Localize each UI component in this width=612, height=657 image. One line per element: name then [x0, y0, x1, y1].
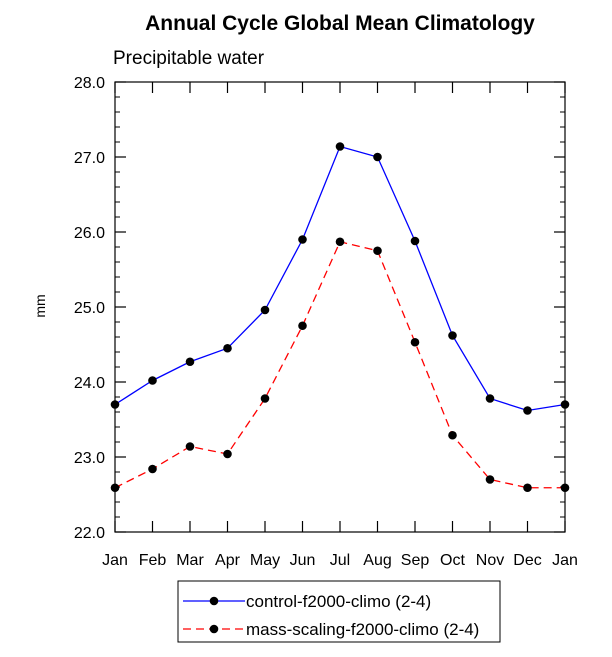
series-line — [114, 240, 565, 489]
data-point — [523, 483, 532, 493]
series-1 — [110, 142, 570, 415]
y-tick-label: 28.0 — [74, 75, 105, 92]
x-tick-label: Feb — [139, 552, 167, 569]
chart-title: Annual Cycle Global Mean Climatology — [145, 12, 535, 35]
y-tick-label: 23.0 — [74, 450, 105, 467]
legend-label: mass-scaling-f2000-climo (2-4) — [246, 620, 479, 639]
x-tick-label: Jan — [102, 552, 128, 569]
y-tick-label: 26.0 — [74, 225, 105, 242]
data-point — [448, 331, 457, 340]
y-axis-label: mm — [32, 294, 48, 317]
series-line — [114, 145, 566, 412]
data-point — [298, 235, 307, 244]
data-point — [335, 142, 345, 151]
y-tick-label: 22.0 — [74, 525, 105, 542]
data-point — [373, 152, 382, 162]
x-tick-label: Apr — [215, 552, 241, 569]
data-point — [410, 337, 420, 347]
data-point — [185, 442, 195, 451]
data-point — [223, 343, 232, 353]
data-point — [298, 321, 307, 331]
data-point — [410, 236, 420, 246]
data-point — [523, 406, 532, 415]
series-2 — [110, 237, 570, 493]
major-ticks — [114, 81, 566, 533]
data-point — [110, 400, 120, 409]
x-tick-label: Sep — [401, 552, 430, 569]
series-layer — [110, 142, 570, 493]
chart-subtitle: Precipitable water — [113, 48, 265, 69]
x-tick-label: Dec — [513, 552, 541, 569]
x-tick-label: Nov — [476, 552, 504, 569]
x-tick-label: Jan — [552, 552, 578, 569]
data-point — [560, 483, 570, 493]
data-point — [223, 449, 232, 459]
data-point — [185, 357, 195, 367]
data-point — [485, 394, 495, 403]
legend-swatch-marker — [209, 624, 219, 634]
y-tick-label: 27.0 — [74, 150, 105, 167]
x-tick-label: Mar — [176, 552, 204, 569]
y-tick-labels: 22.0 23.0 24.0 25.0 26.0 27.0 28.0 — [74, 75, 105, 542]
x-tick-label: Aug — [363, 552, 391, 569]
x-tick-label: May — [250, 552, 280, 569]
data-point — [148, 376, 157, 385]
data-point — [148, 464, 157, 474]
minor-ticks — [115, 96, 565, 518]
x-tick-label: Oct — [440, 552, 465, 569]
x-tick-labels: Jan Feb Mar Apr May Jun Jul Aug Sep Oct Nov Dec Jan — [102, 552, 578, 569]
legend-box — [177, 580, 501, 643]
data-point — [335, 237, 345, 247]
legend: control-f2000-climo (2-4) mass-scaling-f2… — [183, 592, 479, 639]
data-point — [260, 305, 270, 315]
data-point — [448, 430, 457, 440]
data-point — [560, 400, 570, 409]
x-tick-label: Jun — [290, 552, 316, 569]
y-tick-label: 25.0 — [74, 300, 105, 317]
data-point — [110, 483, 120, 493]
data-point — [373, 246, 382, 256]
legend-swatch-marker — [209, 596, 219, 606]
data-point — [260, 394, 270, 403]
y-tick-label: 24.0 — [74, 375, 105, 392]
x-tick-label: Jul — [330, 552, 350, 569]
legend-label: control-f2000-climo (2-4) — [246, 592, 431, 611]
data-point — [485, 475, 495, 484]
